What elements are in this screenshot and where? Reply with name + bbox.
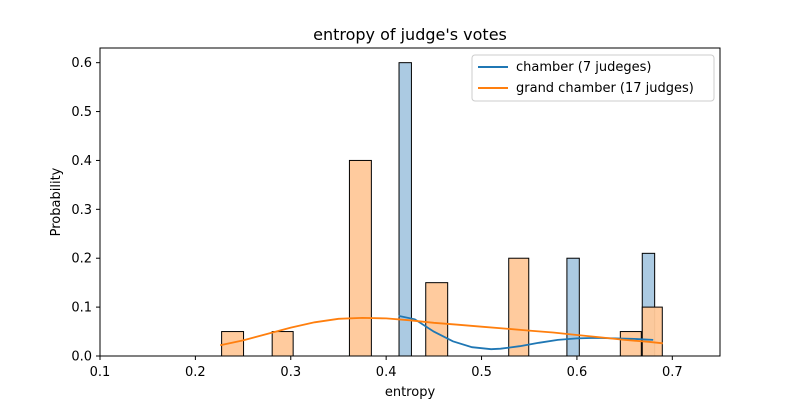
x-axis: 0.1 0.2 0.3 0.4 0.5 0.6 0.7 [90, 356, 683, 380]
x-tick-label: 0.4 [376, 365, 397, 380]
legend-label-chamber: chamber (7 judeges) [516, 60, 651, 75]
legend-box [471, 54, 715, 102]
bar-grand-chamber [348, 159, 372, 357]
y-tick-label: 0.0 [71, 350, 92, 365]
y-tick-label: 0.1 [71, 301, 92, 316]
x-tick-label: 0.1 [90, 365, 111, 380]
y-tick-label: 0.5 [71, 105, 92, 120]
kde-line-grand-chamber [220, 316, 663, 347]
y-tick-label: 0.3 [71, 203, 92, 218]
y-tick-label: 0.6 [71, 56, 92, 71]
plot-frame [99, 47, 721, 357]
x-tick-label: 0.2 [185, 365, 206, 380]
bar-grand-chamber [425, 282, 449, 357]
y-tick-label: 0.4 [71, 154, 92, 169]
y-axis-label: Probability [49, 167, 64, 236]
bar-grand-chamber [619, 331, 642, 357]
legend-label-grand-chamber: grand chamber (17 judges) [516, 81, 694, 96]
bar-grand-chamber [641, 306, 663, 357]
bar-grand-chamber [508, 257, 530, 357]
x-axis-label: entropy [385, 385, 436, 400]
chart-title: entropy of judge's votes [313, 25, 507, 44]
legend: chamber (7 judeges) grand chamber (17 ju… [471, 54, 715, 102]
x-tick-label: 0.6 [567, 365, 588, 380]
x-tick-label: 0.5 [471, 365, 492, 380]
y-tick-label: 0.2 [71, 252, 92, 267]
bars-layer [221, 62, 663, 357]
bar-chamber [566, 257, 580, 357]
y-axis: 0.0 0.1 0.2 0.3 0.4 0.5 0.6 [71, 56, 100, 365]
x-tick-label: 0.3 [280, 365, 301, 380]
bar-grand-chamber [271, 331, 294, 357]
kde-layer [220, 315, 663, 351]
bar-chamber [398, 62, 412, 357]
x-tick-label: 0.7 [662, 365, 683, 380]
